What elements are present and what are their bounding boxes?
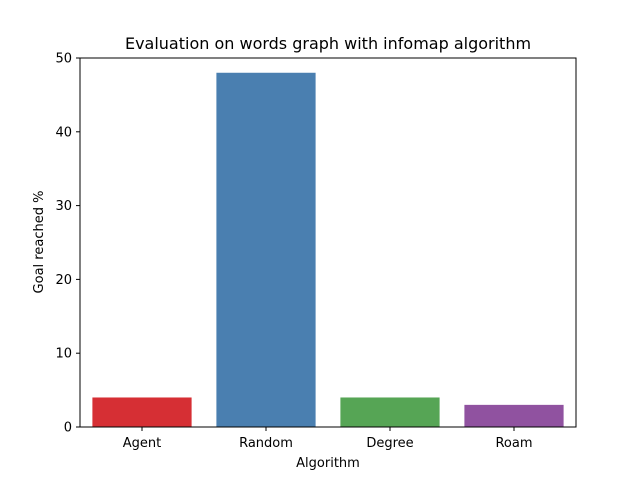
y-tick-label: 30 [55, 199, 72, 214]
bar-degree [340, 397, 440, 427]
y-tick-label: 20 [55, 273, 72, 288]
bar-random [216, 72, 316, 427]
y-axis-label: Goal reached % [32, 191, 47, 294]
chart-title: Evaluation on words graph with infomap a… [125, 34, 531, 53]
x-tick-label: Agent [123, 436, 161, 451]
y-tick-label: 10 [55, 347, 72, 362]
y-tick-label: 0 [64, 421, 72, 436]
y-tick-label: 40 [55, 125, 72, 140]
x-axis: Agent Random Degree Roam [123, 427, 533, 451]
y-axis: 0 10 20 30 40 50 [55, 52, 80, 436]
bar-roam [464, 404, 564, 427]
x-tick-label: Degree [366, 436, 413, 451]
x-tick-label: Roam [495, 436, 532, 451]
bar-agent [92, 397, 192, 427]
x-tick-label: Random [239, 436, 293, 451]
bars-group [92, 72, 564, 427]
x-axis-label: Algorithm [296, 456, 360, 471]
plot-frame [79, 57, 577, 428]
y-tick-label: 50 [55, 52, 72, 67]
